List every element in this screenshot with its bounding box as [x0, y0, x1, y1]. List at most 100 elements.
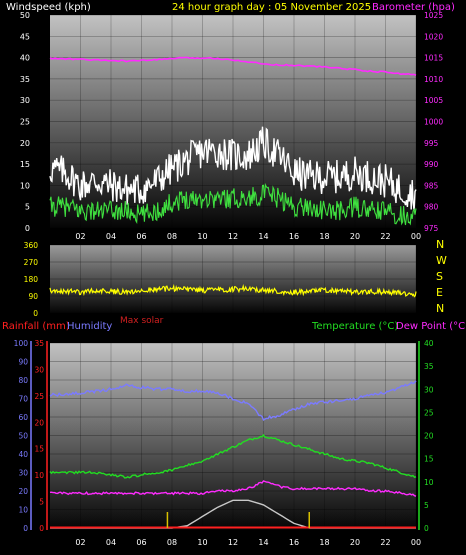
humidity-line [49, 380, 417, 422]
x-tick-label: 00 [411, 538, 421, 547]
windspeed-tick-label: 25 [20, 118, 30, 127]
x-tick-label: 20 [350, 538, 360, 547]
windspeed-title: Windspeed (kph) [6, 2, 91, 13]
humidity-tick-label: 90 [18, 358, 28, 367]
x-tick-label: 18 [319, 232, 329, 241]
temperature-tick-label: 5 [424, 501, 429, 510]
rainfall-tick-label: 15 [34, 445, 44, 454]
x-tick-label: 12 [228, 232, 238, 241]
temperature-tick-label: 15 [424, 455, 434, 464]
windspeed-tick-label: 30 [20, 96, 30, 105]
barometer-title: Barometer (hpa) [372, 2, 455, 13]
x-tick-label: 14 [258, 538, 268, 547]
x-tick-label: 02 [75, 232, 85, 241]
x-tick-label: 00 [411, 232, 421, 241]
dewpoint-line [49, 480, 417, 497]
rainfall-axis: 0 5 10 15 20 25 30 35 [34, 339, 44, 533]
graph-date-title: 24 hour graph day : 05 November 2025 [172, 2, 371, 13]
windspeed-tick-label: 10 [20, 181, 30, 190]
barometer-tick-label: 995 [424, 139, 439, 148]
humidity-title: Humidity [67, 321, 112, 332]
compass-label: N [436, 238, 444, 251]
x-tick-label: 20 [350, 232, 360, 241]
x-tick-label: 16 [289, 232, 299, 241]
temperature-tick-label: 20 [424, 432, 434, 441]
barometer-tick-label: 990 [424, 160, 439, 169]
x-tick-label: 10 [197, 538, 207, 547]
compass-label: S [436, 270, 443, 283]
barometer-tick-label: 1025 [424, 11, 443, 20]
x-tick-label: 02 [75, 538, 85, 547]
windspeed-tick-label: 15 [20, 160, 30, 169]
windspeed-tick-label: 50 [20, 11, 30, 20]
direction-tick-label: 270 [24, 258, 39, 267]
wind-x-axis: 02 04 06 08 10 12 14 16 18 20 22 00 [75, 232, 421, 241]
barometer-tick-label: 975 [424, 224, 439, 233]
x-tick-label: 08 [167, 538, 177, 547]
compass-label: E [436, 286, 443, 299]
humidity-tick-label: 0 [23, 524, 28, 533]
humidity-tick-label: 80 [18, 376, 28, 385]
wind-direction-line [49, 283, 417, 298]
windspeed-tick-label: 40 [20, 54, 30, 63]
windspeed-tick-label: 45 [20, 32, 30, 41]
direction-tick-label: 180 [24, 275, 39, 284]
climate-panel-background [50, 343, 416, 530]
barometer-tick-label: 1015 [424, 54, 443, 63]
barometer-tick-label: 980 [424, 203, 439, 212]
humidity-tick-label: 100 [14, 339, 29, 348]
temperature-line [49, 433, 417, 479]
windspeed-tick-label: 5 [25, 203, 30, 212]
humidity-tick-label: 30 [18, 469, 28, 478]
humidity-tick-label: 40 [18, 450, 28, 459]
compass-label: N [436, 302, 444, 315]
barometer-tick-label: 1010 [424, 75, 443, 84]
humidity-tick-label: 20 [18, 487, 28, 496]
barometer-tick-label: 985 [424, 181, 439, 190]
rainfall-title: Rainfall (mm) [2, 321, 70, 332]
x-tick-label: 04 [106, 232, 116, 241]
dewpoint-title: Dew Point (°C) [396, 321, 466, 332]
x-tick-label: 06 [136, 232, 146, 241]
direction-tick-label: 90 [28, 292, 38, 301]
wind-average-line [49, 182, 417, 226]
direction-axis: 0 90 180 270 360 [24, 241, 39, 318]
wind-gust-line [49, 126, 417, 211]
rainfall-tick-label: 10 [34, 471, 44, 480]
rainfall-tick-label: 30 [34, 365, 44, 374]
rainfall-tick-label: 5 [39, 498, 44, 507]
barometer-tick-label: 1020 [424, 32, 443, 41]
x-tick-label: 04 [106, 538, 116, 547]
windspeed-tick-label: 35 [20, 75, 30, 84]
temperature-tick-label: 40 [424, 339, 434, 348]
rainfall-tick-label: 25 [34, 392, 44, 401]
temperature-tick-label: 35 [424, 362, 434, 371]
direction-tick-label: 360 [24, 241, 39, 250]
max-solar-title: Max solar [120, 316, 164, 326]
x-tick-label: 06 [136, 538, 146, 547]
humidity-tick-label: 70 [18, 395, 28, 404]
windspeed-axis: 0 5 10 15 20 25 30 35 40 45 50 [20, 11, 30, 233]
x-tick-label: 08 [167, 232, 177, 241]
barometer-tick-label: 1000 [424, 118, 443, 127]
humidity-tick-label: 50 [18, 432, 28, 441]
barometer-axis: 975 980 985 990 995 1000 1005 1010 1015 1020 1025 [424, 11, 443, 233]
x-tick-label: 12 [228, 538, 238, 547]
temperature-tick-label: 30 [424, 385, 434, 394]
rainfall-tick-label: 20 [34, 418, 44, 427]
rainfall-tick-label: 0 [39, 524, 44, 533]
direction-tick-label: 0 [33, 309, 38, 318]
humidity-axis: 0 10 20 30 40 50 60 70 80 90 100 [14, 339, 29, 533]
x-tick-label: 10 [197, 232, 207, 241]
x-tick-label: 16 [289, 538, 299, 547]
barometer-tick-label: 1005 [424, 96, 443, 105]
humidity-tick-label: 10 [18, 506, 28, 515]
barometer-line [49, 56, 417, 76]
climate-x-axis: 02 04 06 08 10 12 14 16 18 20 22 00 [75, 538, 421, 547]
humidity-tick-label: 60 [18, 413, 28, 422]
windspeed-tick-label: 20 [20, 139, 30, 148]
x-tick-label: 18 [319, 538, 329, 547]
x-tick-label: 22 [380, 232, 390, 241]
temperature-tick-label: 25 [424, 408, 434, 417]
